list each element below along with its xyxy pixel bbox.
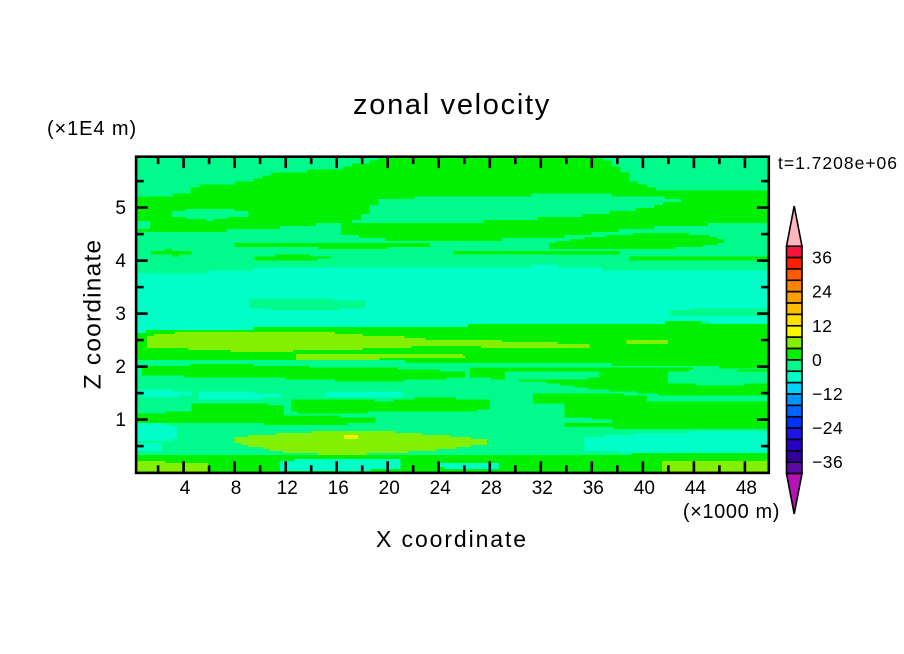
svg-text:(×1000 m): (×1000 m) — [683, 501, 780, 523]
svg-text:40: 40 — [634, 478, 655, 499]
svg-text:zonal velocity: zonal velocity — [353, 89, 551, 121]
svg-text:32: 32 — [532, 478, 553, 499]
svg-text:24: 24 — [430, 478, 452, 499]
svg-text:20: 20 — [379, 478, 400, 499]
svg-text:8: 8 — [231, 478, 242, 499]
svg-text:−12: −12 — [812, 384, 843, 404]
svg-text:2: 2 — [115, 357, 126, 378]
svg-text:0: 0 — [812, 350, 822, 370]
svg-text:−36: −36 — [812, 452, 843, 472]
svg-text:3: 3 — [115, 304, 126, 325]
svg-text:t=1.7208e+06: t=1.7208e+06 — [778, 153, 898, 173]
svg-text:48: 48 — [736, 478, 757, 499]
svg-text:24: 24 — [812, 282, 832, 302]
svg-text:1: 1 — [115, 410, 126, 431]
svg-text:12: 12 — [812, 316, 832, 336]
svg-text:44: 44 — [685, 478, 707, 499]
svg-text:36: 36 — [812, 248, 832, 268]
svg-text:5: 5 — [115, 198, 126, 219]
svg-text:16: 16 — [328, 478, 349, 499]
svg-text:36: 36 — [583, 478, 604, 499]
svg-text:−24: −24 — [812, 418, 843, 438]
svg-text:12: 12 — [277, 478, 298, 499]
svg-text:Z coordinate: Z coordinate — [80, 239, 107, 390]
svg-text:4: 4 — [180, 478, 191, 499]
svg-text:(×1E4 m): (×1E4 m) — [47, 118, 137, 140]
svg-text:28: 28 — [481, 478, 502, 499]
svg-text:X coordinate: X coordinate — [376, 526, 528, 552]
svg-text:4: 4 — [115, 251, 126, 272]
